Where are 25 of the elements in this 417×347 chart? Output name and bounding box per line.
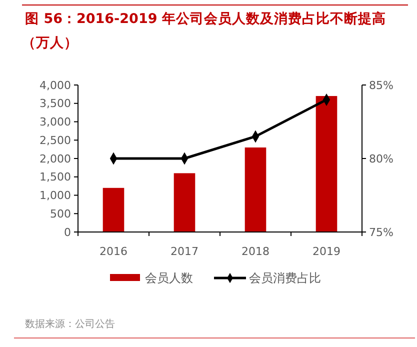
- y-tick-label: 0: [64, 226, 71, 239]
- x-tick-label: 2018: [242, 245, 270, 258]
- bar: [244, 147, 266, 232]
- y-tick-label: 3,500: [40, 97, 71, 110]
- bar: [102, 188, 124, 232]
- y-tick-label: 500: [50, 207, 71, 220]
- legend-label: 会员消费占比: [249, 271, 321, 286]
- y-tick-label: 1,000: [40, 189, 71, 202]
- y-tick-label: 2,500: [40, 134, 71, 147]
- legend-label: 会员人数: [145, 271, 193, 286]
- y-tick-label: 4,000: [40, 78, 71, 92]
- y2-tick-label: 80%: [369, 152, 394, 166]
- chart-title: 图 56：2016-2019 年公司会员人数及消费占比不断提高: [25, 10, 386, 27]
- y2-tick-label: 75%: [369, 226, 394, 239]
- x-tick-label: 2019: [312, 245, 340, 258]
- y-tick-label: 1,500: [40, 170, 71, 184]
- chart-subtitle: （万人）: [22, 35, 78, 51]
- x-tick-label: 2017: [170, 245, 198, 258]
- y-tick-label: 2,000: [40, 152, 71, 166]
- source-note: 数据来源：公司公告: [25, 318, 115, 330]
- y-tick-label: 3,000: [40, 116, 71, 129]
- x-tick-label: 2016: [100, 245, 128, 258]
- bar: [316, 96, 338, 232]
- y2-tick-label: 85%: [369, 78, 394, 92]
- bar: [174, 173, 196, 232]
